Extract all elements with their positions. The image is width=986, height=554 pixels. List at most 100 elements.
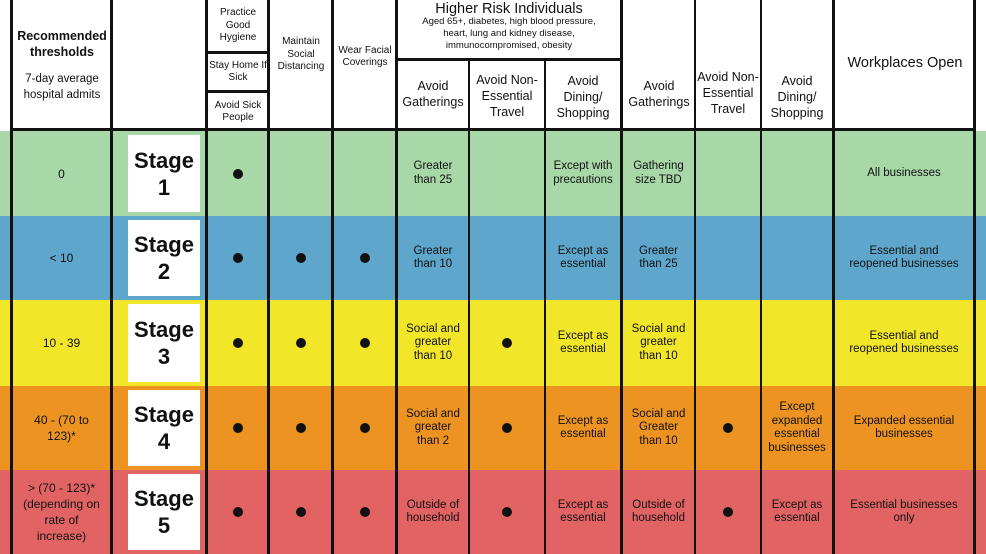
hr-gatherings-text: Outside of household: [406, 498, 460, 525]
bullet-icon: [295, 253, 306, 263]
hr-gatherings-text: Greater than 10: [413, 244, 453, 271]
stage-label-word: Stage: [134, 147, 194, 173]
bullet-icon: [502, 423, 512, 433]
dining-cell: Except as essential: [762, 470, 832, 554]
workplaces-text: All businesses: [867, 166, 941, 179]
thresholds-header-subtitle: 7-day average hospital admits: [23, 73, 101, 101]
gatherings-cell: Social and Greater than 10: [623, 386, 694, 470]
rule-line: [395, 58, 623, 61]
stage-label-box: Stage 3: [124, 300, 204, 386]
workplaces-cell: Essential and reopened businesses: [835, 300, 973, 386]
hr-dining-text: Except as essential: [557, 244, 609, 271]
rule-line: [620, 0, 623, 554]
coverings-cell: [334, 386, 395, 470]
rule-line: [331, 0, 334, 554]
header-workplaces-open: Workplaces Open: [847, 55, 963, 71]
higher-risk-description: Aged 65+, diabetes, high blood pressure,…: [422, 16, 596, 51]
bullet-icon: [295, 338, 306, 348]
dining-text: Except as essential: [771, 498, 823, 525]
header-avoid-dining: Avoid Dining/ Shopping: [770, 74, 824, 120]
threshold-text: 40 - (70 to 123)*: [34, 413, 89, 443]
stage-label-number: 1: [157, 174, 171, 200]
bullet-icon: [502, 507, 512, 517]
bullet-icon: [502, 338, 512, 348]
workplaces-text: Essential businesses only: [850, 498, 958, 525]
hr-gatherings-text: Social and greater than 10: [406, 322, 460, 362]
header-avoid-travel: Avoid Non-Essential Travel: [697, 70, 759, 116]
gatherings-text: Greater than 25: [639, 244, 678, 271]
dining-cell: [762, 300, 832, 386]
hr-travel-cell: [470, 386, 544, 470]
stage-label-word: Stage: [134, 317, 194, 342]
hr-gatherings-cell: Greater than 25: [398, 131, 468, 216]
hr-gatherings-text: Greater than 25: [413, 160, 453, 186]
gatherings-cell: Outside of household: [623, 470, 694, 554]
threshold-cell: < 10: [13, 216, 110, 300]
travel-cell: [696, 300, 760, 386]
hr-dining-cell: Except as essential: [546, 300, 620, 386]
dining-cell: Except expanded essential businesses: [762, 386, 832, 470]
stage-label-word: Stage: [134, 486, 194, 511]
header-hr-avoid-travel: Avoid Non-Essential Travel: [476, 73, 538, 119]
workplaces-text: Expanded essential businesses: [853, 414, 955, 441]
bullet-icon: [359, 338, 370, 348]
distancing-cell: [270, 216, 331, 300]
stage-label-number: 3: [157, 344, 171, 369]
header-stay-home: Stay Home If Sick: [209, 59, 267, 84]
hr-gatherings-text: Social and greater than 2: [406, 407, 460, 447]
hr-travel-cell: [470, 216, 544, 300]
coverings-cell: [334, 300, 395, 386]
threshold-cell: > (70 - 123)* (depending on rate of incr…: [13, 470, 110, 554]
hr-dining-cell: Except with precautions: [546, 131, 620, 216]
hygiene-cell: [208, 300, 267, 386]
travel-cell: [696, 131, 760, 216]
travel-cell: [696, 386, 760, 470]
hr-dining-cell: Except as essential: [546, 470, 620, 554]
bullet-icon: [359, 423, 370, 433]
stage-label-box: Stage 2: [124, 216, 204, 300]
rule-line: [110, 0, 113, 554]
travel-cell: [696, 470, 760, 554]
coverings-cell: [334, 470, 395, 554]
rule-line: [395, 0, 398, 554]
header-wear-coverings: Wear Facial Coverings: [338, 44, 392, 69]
dining-text: Except expanded essential businesses: [768, 401, 826, 454]
bullet-icon: [359, 253, 370, 263]
hr-dining-cell: Except as essential: [546, 216, 620, 300]
bullet-icon: [232, 253, 243, 263]
rule-line: [205, 0, 208, 554]
hr-dining-cell: Except as essential: [546, 386, 620, 470]
coverings-cell: [334, 216, 395, 300]
gatherings-cell: Greater than 25: [623, 216, 694, 300]
hr-dining-text: Except as essential: [557, 498, 609, 525]
bullet-icon: [723, 507, 733, 517]
rule-line: [10, 0, 13, 554]
stage-label-word: Stage: [134, 232, 194, 257]
dining-cell: [762, 216, 832, 300]
rule-line: [205, 90, 270, 93]
rule-line: [760, 0, 762, 554]
hr-dining-text: Except with precautions: [553, 160, 613, 186]
stage-label-box: Stage 5: [124, 470, 204, 554]
stage-label-number: 2: [157, 259, 171, 284]
header-avoid-gatherings: Avoid Gatherings: [628, 79, 690, 109]
gatherings-text: Social and greater than 10: [631, 322, 686, 362]
hr-gatherings-cell: Outside of household: [398, 470, 468, 554]
gatherings-text: Outside of household: [631, 498, 686, 525]
hygiene-cell: [208, 216, 267, 300]
hr-dining-text: Except as essential: [557, 414, 609, 441]
hr-travel-cell: [470, 300, 544, 386]
bullet-icon: [232, 168, 243, 179]
header-avoid-sick: Avoid Sick People: [214, 99, 262, 124]
rule-line: [205, 51, 270, 54]
stage-label-number: 5: [157, 513, 171, 538]
hr-gatherings-cell: Social and greater than 10: [398, 300, 468, 386]
coverings-cell: [334, 131, 395, 216]
threshold-cell: 40 - (70 to 123)*: [13, 386, 110, 470]
bullet-icon: [295, 423, 306, 433]
bullet-icon: [723, 423, 733, 433]
distancing-cell: [270, 131, 331, 216]
stage-label-box: Stage 1: [124, 131, 204, 216]
gatherings-text: Gathering size TBD: [633, 160, 684, 186]
hr-gatherings-cell: Greater than 10: [398, 216, 468, 300]
